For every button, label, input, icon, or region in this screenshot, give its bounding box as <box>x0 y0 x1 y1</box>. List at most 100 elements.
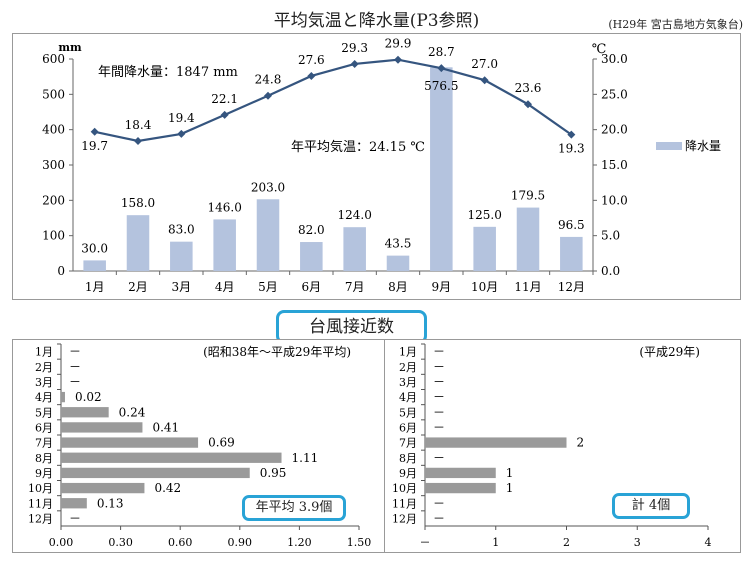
category-label: 2月 <box>35 361 53 374</box>
value-tick-label: 2 <box>563 536 570 549</box>
precip-bar <box>83 260 106 271</box>
precip-label: 124.0 <box>337 208 371 222</box>
typhoon-value-label: 0.42 <box>154 481 181 495</box>
category-label: 5月 <box>399 406 417 419</box>
precip-bar <box>560 236 583 271</box>
typhoon-value-label: 0.95 <box>260 466 287 480</box>
typhoon-value-label: 1 <box>506 481 514 495</box>
typhoon-value-label: － <box>433 390 445 404</box>
combo-chart-svg: 0 100 200 300 400 500 600 0.0 5.0 10.0 15.0 20.0 25.… <box>42 37 721 294</box>
temperature-label: 18.4 <box>125 118 152 132</box>
category-label: 8月 <box>399 452 417 465</box>
x-tick-label: 12月 <box>558 280 585 294</box>
left-tick-label: 300 <box>42 158 65 172</box>
x-tick-label: 1月 <box>85 280 105 294</box>
value-tick-label: － <box>420 536 431 549</box>
typhoon-bar <box>61 437 199 448</box>
typhoon-value-label: － <box>69 511 81 525</box>
typhoon-average-chart: 0.00 0.30 0.60 0.90 1.20 1.50 (昭和38年～平成29年平均) 1… <box>12 339 386 553</box>
temperature-point <box>177 129 186 138</box>
source-note: (H29年 宮古島地方気象台) <box>608 18 743 31</box>
left-tick-label: 500 <box>42 87 65 101</box>
temperature-point <box>307 71 316 80</box>
typhoon-bar <box>61 422 143 433</box>
left-tick-label: 400 <box>42 123 65 137</box>
x-tick-label: 9月 <box>432 280 452 294</box>
value-tick-label: 3 <box>634 536 641 549</box>
precip-bar <box>516 207 540 271</box>
typhoon-value-label: － <box>69 375 81 389</box>
typhoon-value-label: － <box>433 511 445 525</box>
precip-bar <box>256 199 280 271</box>
temperature-label: 27.6 <box>298 53 325 67</box>
category-label: 11月 <box>28 497 53 510</box>
precip-bar <box>300 242 323 271</box>
value-tick-label: 0.90 <box>228 536 253 549</box>
category-label: 6月 <box>399 421 417 434</box>
x-tick-label: 11月 <box>514 280 541 294</box>
x-tick-label: 5月 <box>258 280 278 294</box>
x-tick-label: 2月 <box>128 280 148 294</box>
typhoon-value-label: － <box>433 451 445 465</box>
temperature-label: 29.9 <box>385 37 412 51</box>
typhoon-value-label: － <box>433 405 445 419</box>
precip-label: 179.5 <box>511 189 545 203</box>
value-tick-label: 0.00 <box>49 536 74 549</box>
typhoon-bar <box>61 391 65 403</box>
value-tick-label: 4 <box>705 536 712 549</box>
temperature-point <box>220 110 229 119</box>
typhoon-average-svg: 0.00 0.30 0.60 0.90 1.20 1.50 (昭和38年～平成29年平均) 1… <box>28 343 371 549</box>
precip-bar <box>170 241 193 271</box>
precip-label: 82.0 <box>298 223 325 237</box>
left-tick-label: 100 <box>42 229 65 243</box>
category-label: 4月 <box>399 391 417 404</box>
precip-bar <box>430 67 453 271</box>
typhoon-value-label: － <box>433 496 445 510</box>
typhoon-value-label: 0.41 <box>152 420 179 434</box>
temperature-label: 27.0 <box>471 57 498 71</box>
x-tick-label: 7月 <box>345 280 365 294</box>
typhoon-value-label: － <box>69 360 81 374</box>
typhoon-bar <box>61 482 145 494</box>
typhoon-value-label: 0.13 <box>97 496 124 510</box>
temperature-point <box>264 91 272 100</box>
category-label: 6月 <box>35 421 53 434</box>
right-tick-label: 5.0 <box>601 229 620 243</box>
typhoon-value-label: － <box>433 420 445 434</box>
temperature-precipitation-chart: 0 100 200 300 400 500 600 0.0 5.0 10.0 15.0 20.0 25.… <box>12 33 741 300</box>
typhoon-value-label: － <box>433 360 445 374</box>
precip-label: 576.5 <box>424 79 458 93</box>
annual-average-label: 年平均 3.9個 <box>242 495 346 521</box>
legend-swatch <box>656 142 682 150</box>
typhoon-value-label: 0.24 <box>119 405 146 419</box>
typhoon-value-label: 1 <box>506 466 514 480</box>
total-count-label: 計 4個 <box>612 493 690 519</box>
temperature-label: 29.3 <box>341 41 368 55</box>
precip-label: 125.0 <box>467 208 501 222</box>
temperature-point <box>350 59 359 68</box>
precip-label: 96.5 <box>558 218 585 232</box>
right-tick-label: 20.0 <box>601 123 628 137</box>
category-label: 3月 <box>35 376 53 389</box>
precip-bar <box>126 215 150 271</box>
category-label: 7月 <box>35 437 53 450</box>
category-label: 3月 <box>399 376 417 389</box>
precip-label: 146.0 <box>207 200 241 214</box>
category-label: 10月 <box>28 482 53 495</box>
typhoon-value-label: － <box>433 345 445 359</box>
right-tick-label: 15.0 <box>601 158 628 172</box>
typhoon-value-label: 0.02 <box>75 390 102 404</box>
left-tick-label: 200 <box>42 193 65 207</box>
category-label: 9月 <box>399 467 417 480</box>
value-tick-label: 0.60 <box>168 536 193 549</box>
typhoon-bar <box>61 498 87 509</box>
temperature-label: 19.4 <box>168 111 195 125</box>
left-tick-label: 0 <box>57 264 65 278</box>
temperature-label: 19.3 <box>558 142 585 156</box>
typhoon-2017-svg: － 1 2 3 4(平成29年)1月 －2月 －3月 －4月 －5月 －6月 －7月 28月 －9月 11… <box>392 343 712 549</box>
typhoon-section-title: 台風接近数 <box>276 310 427 344</box>
temperature-point <box>567 130 576 139</box>
temperature-point <box>394 55 402 64</box>
category-label: 7月 <box>399 437 417 450</box>
temperature-line <box>94 58 572 143</box>
